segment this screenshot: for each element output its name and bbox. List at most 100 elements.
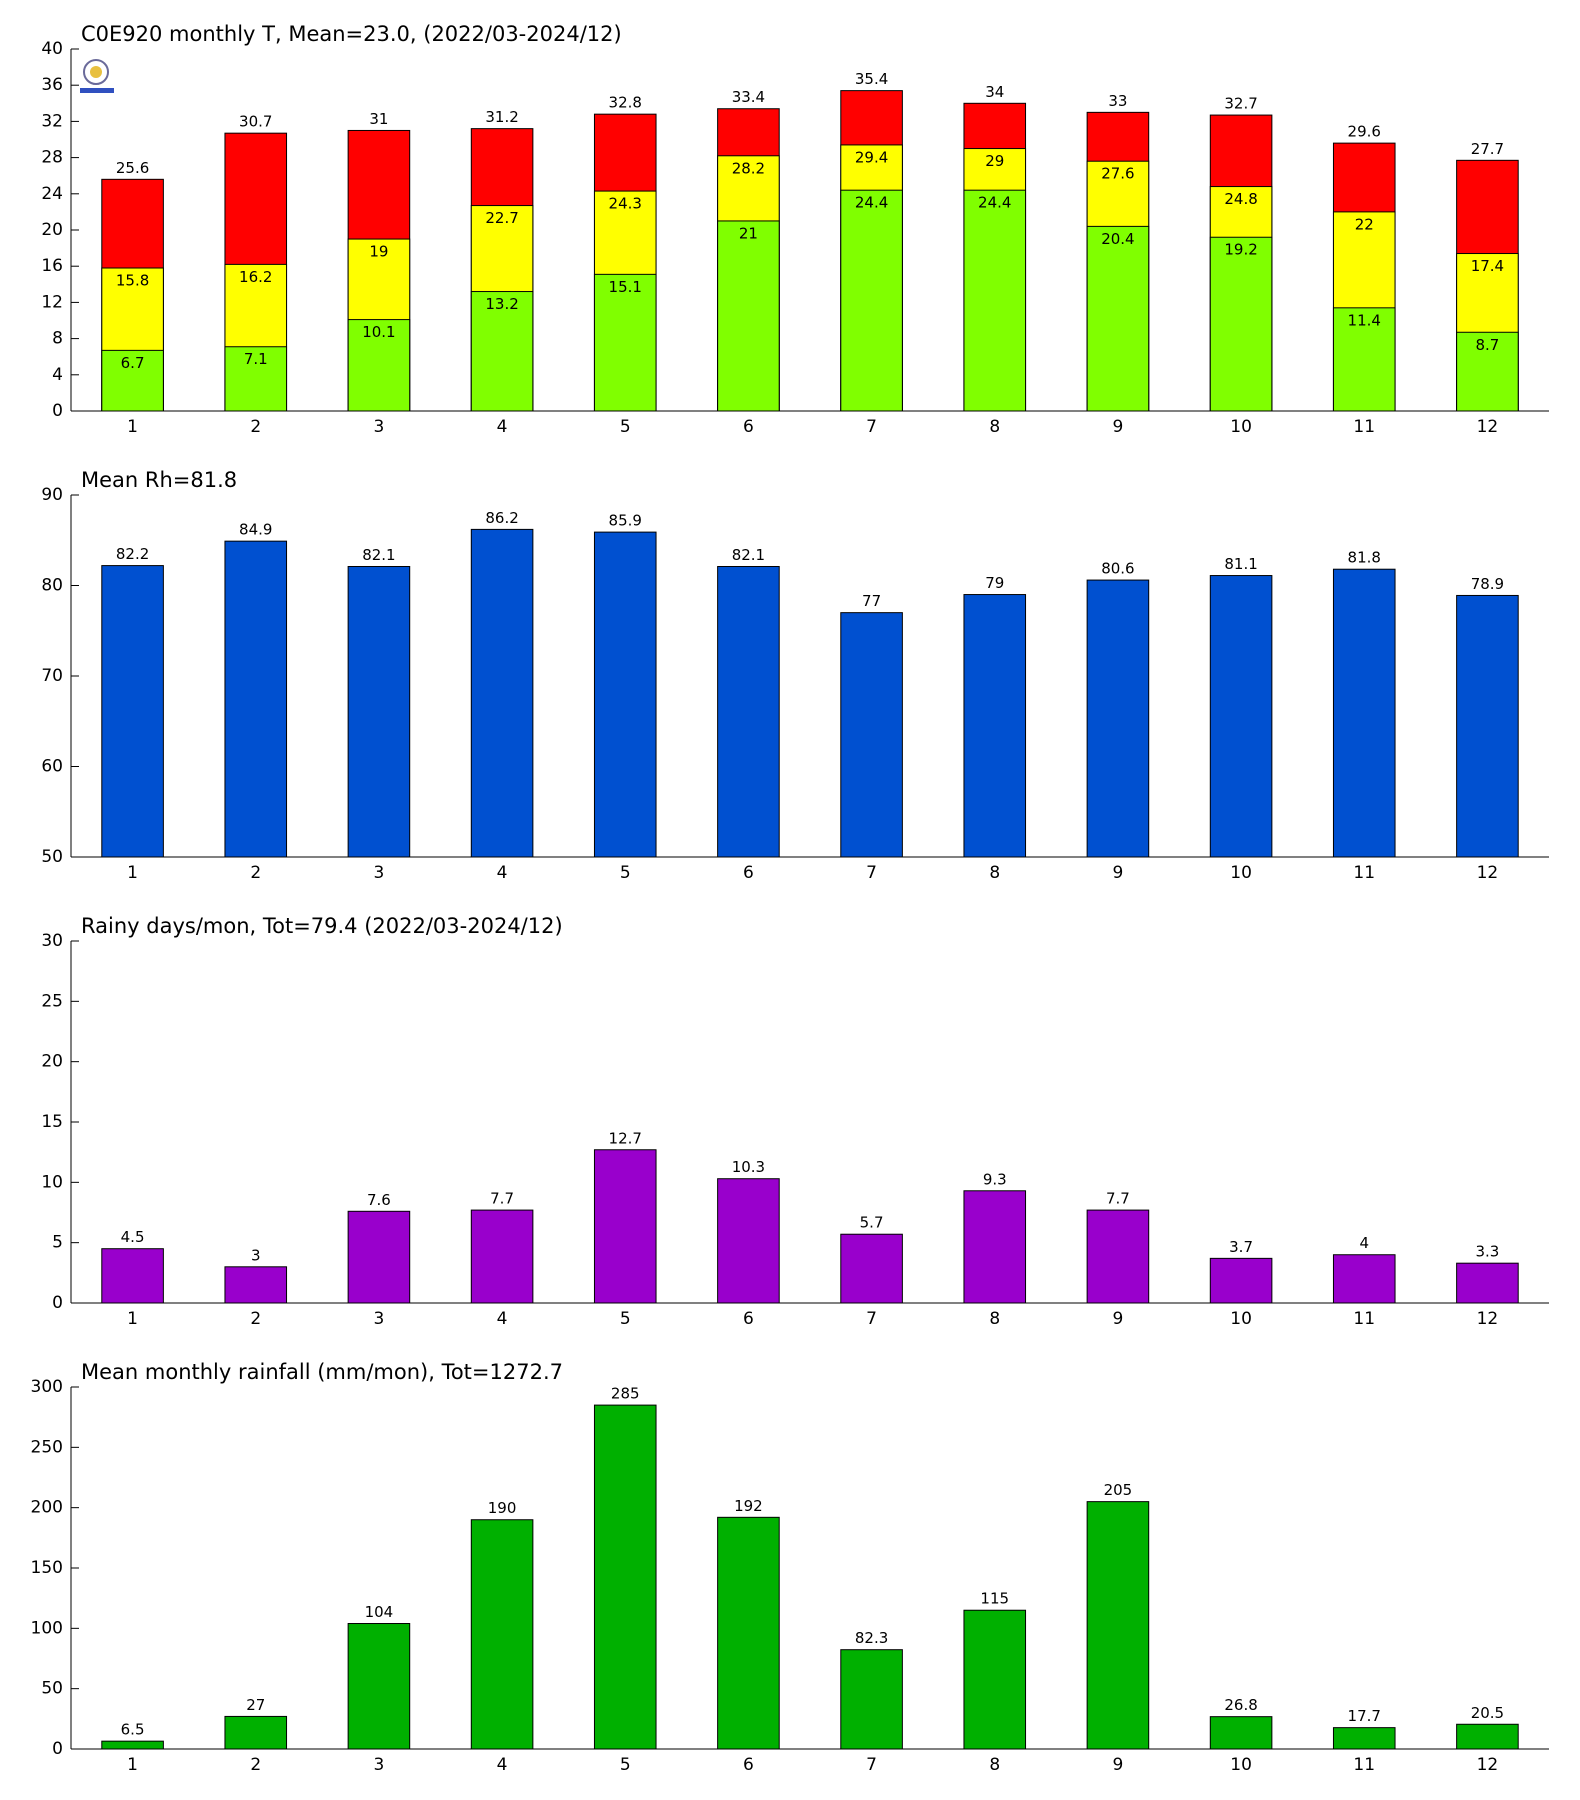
- x-tick-label: 2: [250, 1755, 261, 1775]
- value-label: 3.3: [1475, 1243, 1499, 1261]
- bar: [101, 565, 164, 858]
- x-tick-label: 5: [620, 417, 631, 437]
- bar: [1209, 1716, 1273, 1750]
- x-tick-label: 10: [1230, 1755, 1252, 1775]
- bar: [1209, 575, 1273, 858]
- bar: [1332, 568, 1396, 858]
- value-label: 11.4: [1348, 311, 1381, 329]
- x-tick-label: 9: [1113, 417, 1124, 437]
- x-tick-label: 7: [866, 1309, 877, 1329]
- bar: [717, 565, 780, 858]
- x-tick-label: 10: [1230, 863, 1252, 883]
- y-tick-label: 60: [41, 757, 63, 777]
- bar: [1086, 1209, 1150, 1304]
- value-label: 12.7: [609, 1129, 642, 1147]
- x-tick-label: 4: [497, 863, 508, 883]
- x-tick-label: 11: [1353, 863, 1375, 883]
- bar: [1086, 1501, 1150, 1750]
- y-tick-label: 150: [31, 1558, 63, 1578]
- value-label: 32.8: [609, 94, 642, 112]
- value-label: 27.7: [1471, 140, 1504, 158]
- value-label: 9.3: [983, 1170, 1007, 1188]
- bar: [470, 528, 534, 858]
- x-tick-label: 5: [620, 863, 631, 883]
- value-label: 32.7: [1224, 95, 1257, 113]
- bar: [1456, 594, 1519, 858]
- value-label: 28.2: [732, 159, 765, 177]
- value-label: 16.2: [239, 268, 272, 286]
- value-label: 79: [985, 574, 1004, 592]
- x-tick-label: 2: [250, 417, 261, 437]
- bar: [1086, 579, 1150, 858]
- value-label: 8.7: [1475, 336, 1499, 354]
- x-tick-label: 12: [1477, 863, 1499, 883]
- x-tick-label: 5: [620, 1309, 631, 1329]
- value-label: 5.7: [860, 1214, 884, 1232]
- value-label: 190: [488, 1499, 517, 1517]
- x-tick-label: 2: [250, 1309, 261, 1329]
- value-label: 30.7: [239, 113, 272, 131]
- value-label: 7.7: [1106, 1190, 1130, 1208]
- value-label: 80.6: [1101, 560, 1134, 578]
- x-tick-label: 10: [1230, 1309, 1252, 1329]
- bar: [1209, 236, 1273, 412]
- value-label: 21: [739, 224, 758, 242]
- bar: [470, 1519, 534, 1750]
- value-label: 29.6: [1348, 123, 1381, 141]
- bar: [840, 1233, 903, 1304]
- value-label: 20.4: [1101, 230, 1134, 248]
- y-tick-label: 32: [41, 111, 63, 131]
- value-label: 82.1: [362, 546, 395, 564]
- x-tick-label: 6: [743, 1755, 754, 1775]
- bar: [1332, 307, 1396, 412]
- bar: [593, 273, 657, 412]
- value-label: 192: [734, 1497, 763, 1515]
- value-label: 10.3: [732, 1158, 765, 1176]
- value-label: 26.8: [1224, 1696, 1257, 1714]
- bar: [347, 1623, 411, 1750]
- x-tick-label: 10: [1230, 417, 1252, 437]
- value-label: 33.4: [732, 88, 765, 106]
- bar: [593, 1149, 657, 1304]
- bar: [1209, 1257, 1273, 1304]
- y-tick-label: 250: [31, 1437, 63, 1457]
- x-tick-label: 9: [1113, 1309, 1124, 1329]
- y-tick-label: 50: [41, 847, 63, 867]
- x-tick-label: 12: [1477, 1755, 1499, 1775]
- value-label: 24.3: [609, 195, 642, 213]
- value-label: 3: [251, 1246, 261, 1264]
- y-tick-label: 300: [31, 1377, 63, 1397]
- y-tick-label: 0: [52, 401, 63, 421]
- value-label: 31.2: [485, 108, 518, 126]
- y-tick-label: 24: [41, 184, 63, 204]
- value-label: 33: [1108, 92, 1127, 110]
- y-tick-label: 25: [41, 991, 63, 1011]
- y-tick-label: 0: [52, 1293, 63, 1313]
- x-tick-label: 2: [250, 863, 261, 883]
- y-tick-label: 28: [41, 148, 63, 168]
- bar: [1456, 1723, 1519, 1750]
- bar: [1456, 331, 1519, 412]
- value-label: 22.7: [485, 209, 518, 227]
- x-tick-label: 6: [743, 417, 754, 437]
- bar: [963, 189, 1027, 412]
- bar: [717, 220, 780, 412]
- value-label: 27: [246, 1696, 265, 1714]
- value-label: 7.7: [490, 1190, 514, 1208]
- y-tick-label: 20: [41, 220, 63, 240]
- bar: [840, 189, 903, 412]
- x-tick-label: 3: [374, 1755, 385, 1775]
- x-tick-label: 1: [127, 863, 138, 883]
- value-label: 285: [611, 1385, 640, 1403]
- x-tick-label: 3: [374, 417, 385, 437]
- y-tick-label: 50: [41, 1679, 63, 1699]
- bar: [717, 1516, 780, 1750]
- value-label: 29: [985, 152, 1004, 170]
- value-label: 77: [862, 592, 881, 610]
- value-label: 4: [1359, 1234, 1369, 1252]
- x-tick-label: 8: [989, 1309, 1000, 1329]
- x-tick-label: 12: [1477, 1309, 1499, 1329]
- x-tick-label: 8: [989, 417, 1000, 437]
